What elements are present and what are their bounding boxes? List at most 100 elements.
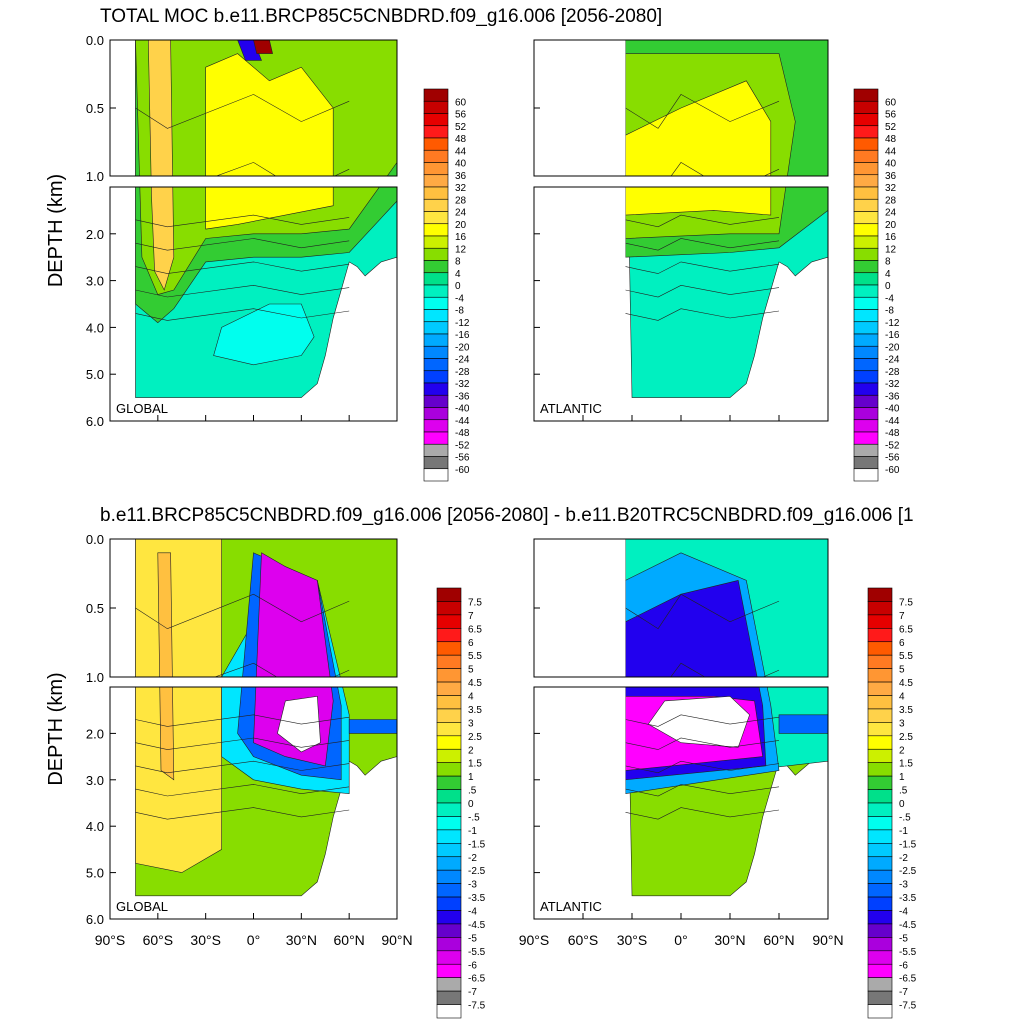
- basin-label: ATLANTIC: [540, 899, 602, 914]
- colorbar-label: 6.5: [899, 624, 913, 635]
- colorbar-label: -5.5: [899, 947, 917, 958]
- colorbar-label: -28: [885, 367, 900, 378]
- land-mask: [534, 539, 626, 677]
- colorbar-box: [436, 654, 462, 669]
- x-tick-label: 30°S: [617, 932, 648, 948]
- colorbar-box: [867, 910, 893, 925]
- colorbar-box: [423, 358, 449, 372]
- field-missing: [277, 695, 321, 753]
- contour-line: [625, 261, 780, 274]
- x-tick-label: 30°N: [714, 932, 745, 948]
- colorbar-box: [423, 88, 449, 102]
- colorbar-label: 3.5: [468, 705, 482, 716]
- contour-line: [135, 94, 350, 129]
- colorbar-box: [423, 211, 449, 225]
- x-tick-label: 90°S: [95, 932, 126, 948]
- colorbar-box: [867, 789, 893, 804]
- field-level-3: [159, 687, 175, 781]
- colorbar-box: [436, 816, 462, 831]
- colorbar-label: 5.5: [899, 651, 913, 662]
- segment-lower: [625, 687, 828, 897]
- colorbar-box: [853, 468, 879, 482]
- colorbar-label: 0: [885, 281, 891, 292]
- segment-upper: [135, 539, 397, 677]
- contour-line: [625, 807, 780, 820]
- segment-lower: [135, 687, 397, 897]
- panel-bottom-right: 90°S 60°S 30°S 0° 30°N 60°N 90°N ATLANTIC 7.5 7 6.…: [519, 538, 917, 1019]
- colorbar-box: [423, 456, 449, 470]
- segment-upper: [625, 40, 828, 176]
- colorbar-box: [867, 708, 893, 723]
- colorbar-label: -36: [455, 391, 470, 402]
- colorbar-label: -2: [468, 853, 477, 864]
- colorbar-box: [867, 641, 893, 656]
- colorbar-label: 4.5: [899, 678, 913, 689]
- colorbar-label: 3: [468, 718, 474, 729]
- field-level-8: [139, 187, 380, 295]
- colorbar-label: 2: [899, 745, 905, 756]
- y-tick-label: 2.0: [86, 726, 104, 741]
- colorbar-box: [423, 333, 449, 347]
- field-level--6: [255, 552, 331, 677]
- colorbar-label: -4: [899, 907, 908, 918]
- colorbar-label: 32: [455, 183, 467, 194]
- colorbar-box: [423, 321, 449, 335]
- colorbar-box: [423, 370, 449, 384]
- colorbar-box: [867, 963, 893, 978]
- colorbar-box: [436, 775, 462, 790]
- colorbar-box: [867, 587, 893, 602]
- colorbar-label: 8: [885, 257, 891, 268]
- colorbar-label: -5: [899, 933, 908, 944]
- colorbar-label: 7: [468, 611, 474, 622]
- y-tick-label: 3.0: [86, 773, 104, 788]
- colorbar-label: -3: [468, 880, 477, 891]
- colorbar-box: [867, 668, 893, 683]
- panel-top-right: ATLANTIC60565248444036322824201612840-4-…: [533, 39, 900, 482]
- colorbar-box: [867, 628, 893, 643]
- colorbar-box: [867, 748, 893, 763]
- colorbar-label: 4.5: [468, 678, 482, 689]
- y-tick-label: 3.0: [86, 274, 104, 289]
- field-level-24: [151, 187, 175, 291]
- colorbar-label: 48: [455, 134, 467, 145]
- contour-line: [135, 807, 350, 820]
- colorbar-label: -1.5: [468, 839, 486, 850]
- colorbar-box: [867, 883, 893, 898]
- colorbar-box: [423, 186, 449, 200]
- field-level-16: [205, 53, 334, 176]
- colorbar-box: [436, 587, 462, 602]
- colorbar-box: [423, 198, 449, 212]
- colorbar-box: [853, 321, 879, 335]
- colorbar-box: [436, 950, 462, 965]
- colorbar-box: [853, 88, 879, 102]
- segment-lower: [135, 187, 397, 398]
- colorbar-label: .5: [468, 786, 477, 797]
- colorbar-label: 16: [885, 232, 897, 243]
- colorbar-box: [436, 802, 462, 817]
- contour-line: [625, 760, 780, 774]
- segment-lower: [625, 187, 828, 398]
- colorbar-box: [853, 198, 879, 212]
- colorbar-box: [867, 762, 893, 777]
- contour-line: [135, 284, 350, 298]
- colorbar-label: -4: [455, 293, 464, 304]
- colorbar-box: [436, 722, 462, 737]
- colorbar-box: [867, 990, 893, 1005]
- colorbar-label: 28: [885, 195, 897, 206]
- field-level-16: [625, 80, 772, 176]
- colorbar-label: 4: [455, 269, 461, 280]
- colorbar-label: 28: [455, 195, 467, 206]
- colorbar-label: -52: [455, 440, 470, 451]
- contour-line: [135, 593, 350, 630]
- contour-line: [625, 784, 780, 797]
- colorbar-box: [436, 789, 462, 804]
- y-axis-label: DEPTH (km): [45, 174, 67, 287]
- y-tick-label: 6.0: [86, 414, 104, 429]
- colorbar-box: [867, 843, 893, 858]
- contour-line: [625, 737, 780, 750]
- colorbar-box: [436, 708, 462, 723]
- field-level--8: [213, 303, 315, 366]
- colorbar-box: [853, 456, 879, 470]
- contour-line: [135, 308, 350, 321]
- colorbar-box: [853, 309, 879, 323]
